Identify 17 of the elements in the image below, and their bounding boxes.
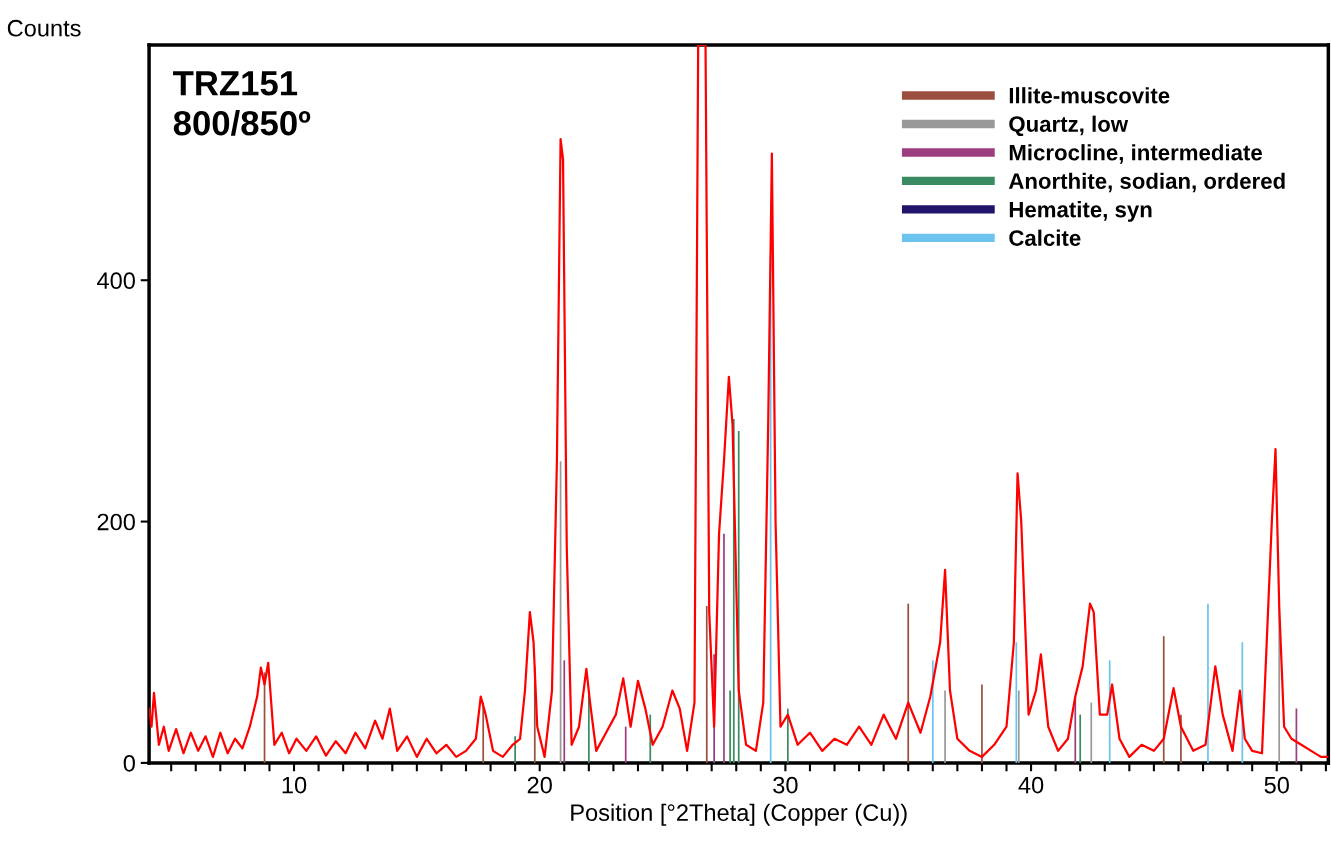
y-tick-label: 400 [97, 272, 135, 290]
x-axis-title: Position [°2Theta] (Copper (Cu)) [571, 803, 907, 826]
legend-label: Quartz, low [1009, 115, 1129, 137]
legend-label: Illite-muscovite [1009, 87, 1170, 104]
x-tick-label: 50 [1264, 776, 1289, 794]
x-tick-label: 30 [773, 776, 798, 794]
y-tick-label: 0 [123, 754, 135, 772]
annotation: TRZ151 800/850º [173, 71, 311, 136]
legend-label: Microcline, intermediate [1009, 144, 1262, 164]
legend-label: Anorthite, sodian, ordered [1008, 172, 1285, 193]
x-tick-label: 40 [1018, 776, 1044, 794]
x-tick-label: 10 [282, 776, 307, 794]
legend-label: Hematite, syn [1009, 201, 1152, 222]
y-tick-label: 200 [97, 513, 135, 531]
y-axis-title: Counts [7, 19, 81, 37]
x-tick-label: 20 [527, 776, 552, 794]
legend-label: Calcite [1009, 229, 1081, 246]
